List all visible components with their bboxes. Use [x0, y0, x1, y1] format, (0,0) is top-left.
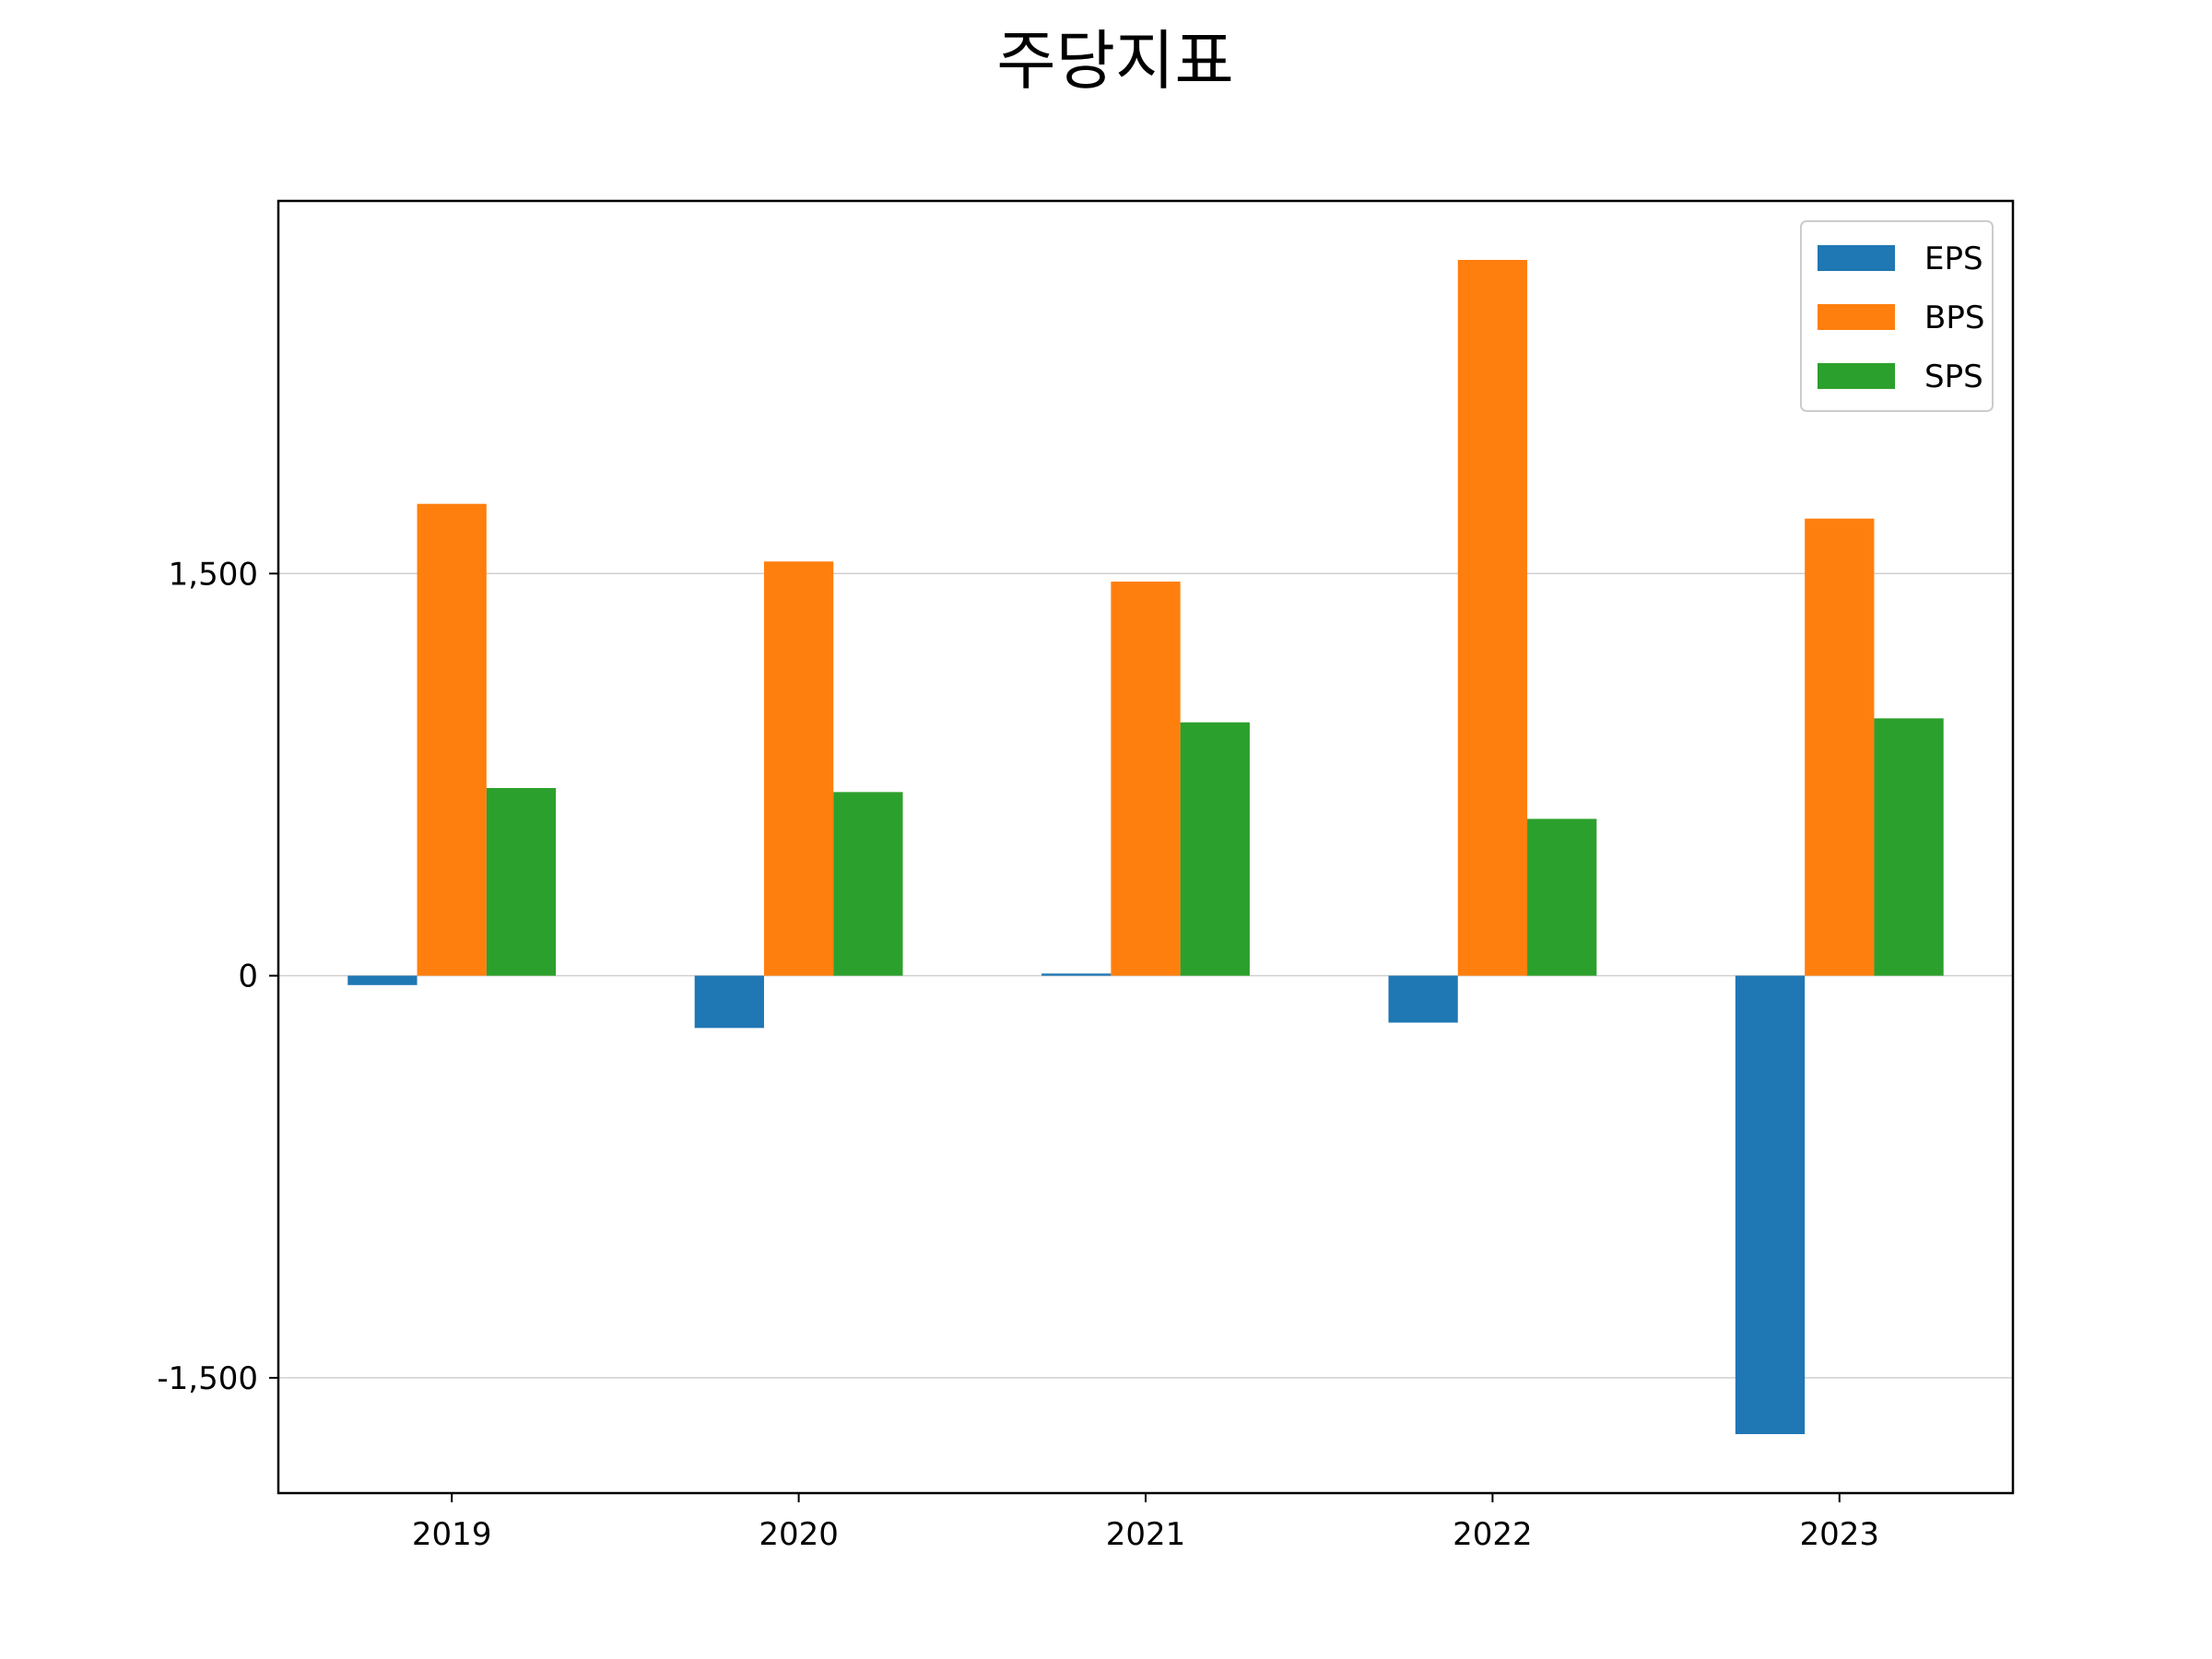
y-tick-label: -1,500 [157, 1360, 258, 1397]
legend-swatch-eps [1818, 245, 1895, 271]
legend: EPS BPS SPS [1800, 220, 1994, 412]
x-axis: 2019 2020 2021 2022 2023 [412, 1493, 1879, 1553]
x-tick-label: 2023 [1800, 1516, 1880, 1553]
bar-bps-2022 [1457, 259, 1528, 976]
legend-swatch-sps [1818, 363, 1895, 389]
bar-eps-2019 [347, 975, 418, 985]
bar-sps-2021 [1180, 722, 1250, 976]
legend-label-bps: BPS [1924, 300, 1984, 336]
x-tick-label: 2019 [412, 1516, 492, 1553]
bar-bps-2021 [1111, 582, 1181, 976]
legend-label-eps: EPS [1924, 241, 1983, 277]
x-tick-label: 2021 [1106, 1516, 1186, 1553]
bar-bps-2020 [763, 561, 834, 976]
bars [347, 259, 1944, 1435]
bar-bps-2023 [1805, 518, 1875, 976]
y-tick-label: 0 [238, 959, 258, 995]
x-tick-label: 2022 [1453, 1516, 1533, 1553]
x-tick-label: 2020 [759, 1516, 839, 1553]
legend-label-sps: SPS [1924, 359, 1983, 395]
y-tick-label: 1,500 [169, 556, 258, 593]
chart-title: 주당지표 [996, 23, 1234, 99]
bar-bps-2019 [417, 503, 487, 976]
bar-sps-2023 [1874, 718, 1944, 976]
y-axis: -1,500 0 1,500 [157, 556, 278, 1397]
bar-eps-2022 [1388, 975, 1458, 1023]
bar-sps-2020 [833, 792, 903, 976]
bar-eps-2021 [1041, 973, 1112, 976]
legend-swatch-bps [1818, 304, 1895, 330]
bar-eps-2023 [1735, 975, 1806, 1435]
bar-sps-2019 [486, 788, 557, 976]
bar-eps-2020 [694, 975, 764, 1029]
bar-sps-2022 [1527, 818, 1597, 976]
